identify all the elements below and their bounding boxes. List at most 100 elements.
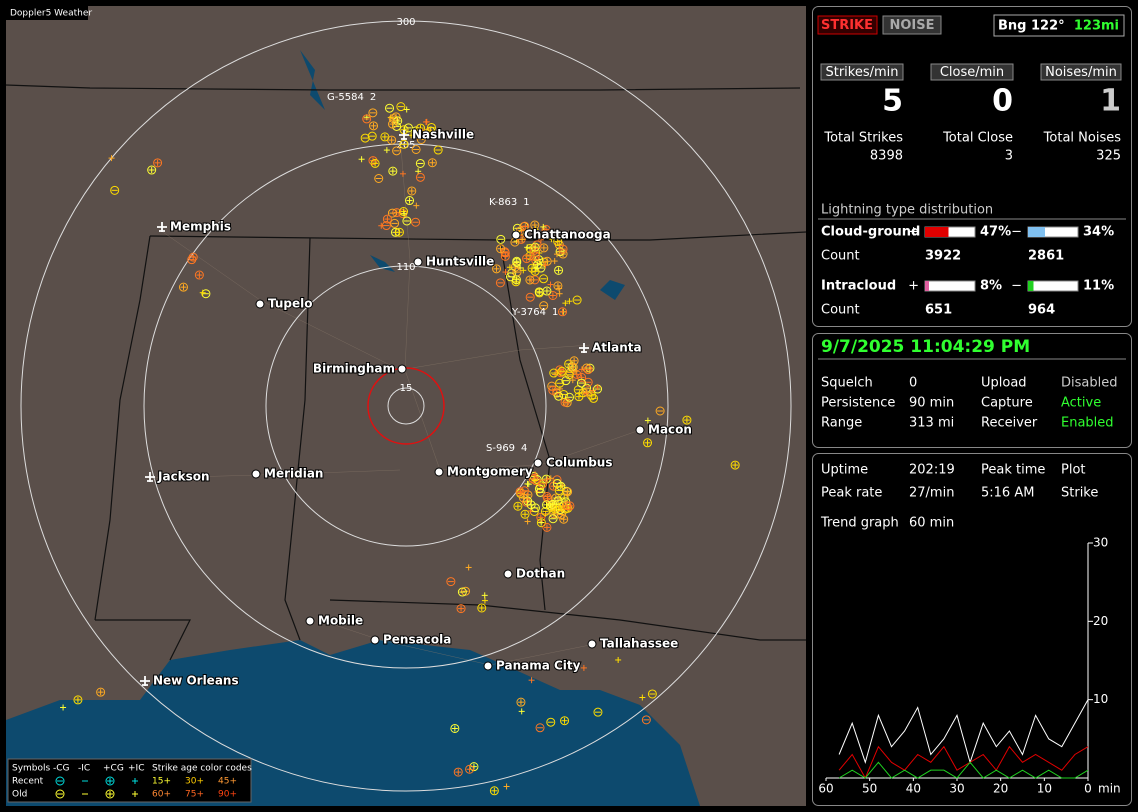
settings-box — [812, 333, 1132, 448]
peak-time-value: 5:16 AM — [981, 486, 1034, 501]
strike — [520, 267, 527, 274]
legend-symbol — [105, 776, 115, 786]
strike-ring — [553, 237, 563, 247]
strike-ring — [416, 123, 426, 133]
count-value: 964 — [1028, 303, 1055, 318]
strike-ring — [555, 247, 565, 257]
strike-ring — [407, 186, 417, 196]
uptime-value: 202:19 — [909, 463, 955, 478]
city-name: Montgomery — [447, 465, 533, 479]
strike — [96, 687, 106, 697]
percent-track — [924, 280, 976, 292]
trend-label: Trend graph — [820, 516, 899, 531]
strike — [525, 292, 535, 302]
strike-ring — [187, 255, 197, 265]
strike-ring — [396, 102, 406, 112]
strike — [399, 139, 409, 149]
city-name: Dothan — [516, 567, 565, 581]
noise-mode[interactable]: NOISE — [889, 18, 934, 33]
strike-ring — [565, 501, 575, 511]
strike-ring — [465, 764, 475, 774]
strike — [530, 220, 540, 230]
strike-ring — [583, 365, 593, 375]
strike — [520, 509, 530, 519]
count-label: Count — [821, 303, 860, 318]
strike-ring — [500, 251, 510, 261]
trend-span: 60 min — [909, 516, 954, 531]
strike — [530, 242, 540, 252]
strike-ring — [589, 393, 599, 403]
strike-ring — [496, 244, 506, 254]
strike-mode[interactable]: STRIKE — [821, 18, 873, 33]
legend-symbols: Symbols — [12, 764, 51, 774]
strike-ring — [554, 265, 564, 275]
legend-type: -IC — [78, 764, 90, 774]
strike-ring — [563, 487, 573, 497]
strike — [539, 301, 549, 311]
strike — [542, 262, 549, 269]
strike-ring — [415, 172, 425, 182]
legend-symbol — [55, 789, 65, 799]
setting-label: Persistence — [821, 396, 895, 411]
strike-ring — [582, 363, 592, 373]
ring-label: 110 — [396, 262, 415, 273]
city-dot — [503, 569, 513, 579]
strike-ring — [548, 385, 558, 395]
strike — [540, 223, 547, 230]
strike — [583, 365, 593, 375]
strike — [402, 216, 412, 226]
strike-button[interactable] — [817, 15, 878, 35]
strike-ring — [542, 286, 552, 296]
strike — [556, 290, 563, 297]
legend-symbol — [105, 789, 115, 799]
strike-ring — [393, 116, 403, 126]
strike-ring — [520, 221, 530, 231]
strike-ring — [390, 218, 400, 228]
setting-value: 90 min — [909, 396, 954, 411]
strike — [524, 244, 531, 251]
strike — [507, 268, 517, 278]
strike-ring — [593, 707, 603, 717]
strike-ring — [562, 486, 572, 496]
strike-ring — [569, 356, 579, 366]
strike-ring — [548, 290, 558, 300]
strike-ring — [507, 268, 517, 278]
strike — [413, 202, 420, 209]
strike — [188, 252, 198, 262]
rate-label: Strikes/min — [825, 65, 898, 80]
storm-id: G-5584 — [327, 92, 364, 103]
legend-type: +CG — [103, 764, 124, 774]
count-value: 2861 — [1028, 249, 1064, 264]
strike — [481, 592, 488, 599]
strike — [194, 270, 204, 280]
strike-ring — [558, 244, 568, 254]
noise-button[interactable] — [882, 15, 942, 35]
y-tick-label: 20 — [1093, 614, 1108, 628]
strike — [201, 289, 211, 299]
strike — [385, 103, 395, 113]
city-name: Tupelo — [268, 297, 313, 311]
strike — [411, 217, 421, 227]
strike-ring — [147, 165, 157, 175]
strike — [153, 158, 163, 168]
percent-track — [1027, 280, 1079, 292]
strike — [562, 486, 572, 496]
strike-ring — [457, 587, 467, 597]
strike — [394, 227, 404, 237]
airport-icon — [157, 222, 167, 232]
trend-box — [812, 453, 1132, 806]
strike-ring — [110, 185, 120, 195]
strike — [513, 501, 523, 511]
strike — [457, 587, 467, 597]
airport-icon — [399, 130, 409, 140]
strike — [589, 393, 599, 403]
strike — [381, 221, 391, 231]
storm-count: 2 — [370, 92, 376, 103]
strike — [108, 155, 115, 162]
storm-id: K-863 — [489, 197, 517, 208]
strike — [730, 460, 740, 470]
strike — [574, 392, 584, 402]
strike — [502, 269, 509, 276]
strike-ring — [682, 415, 692, 425]
strike — [593, 707, 603, 717]
